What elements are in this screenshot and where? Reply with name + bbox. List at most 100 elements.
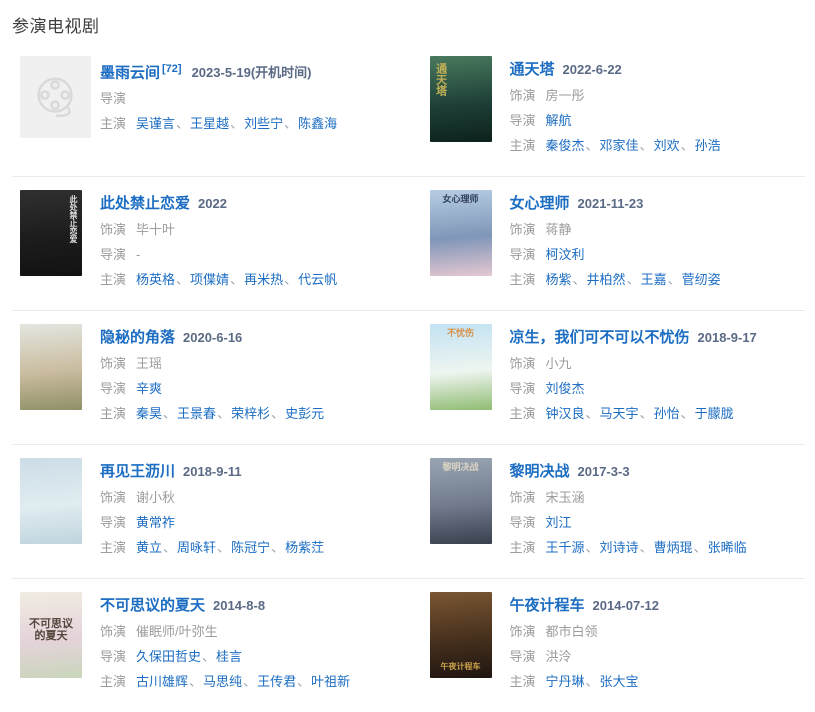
person-link[interactable]: 邓家佳 — [599, 138, 639, 153]
person-link[interactable]: 孙怡 — [653, 406, 680, 421]
person-link[interactable]: 杨英格 — [136, 272, 176, 287]
person-link[interactable]: 辛爽 — [136, 381, 163, 396]
thumbnail-area: 此处禁止恋爱 — [20, 190, 100, 288]
person-link[interactable]: 刘诗诗 — [599, 540, 639, 555]
person-link[interactable]: 王传君 — [257, 674, 297, 689]
drama-info: 不可思议的夏天 2014-8-8 饰演 催眠师/叶弥生 导演 久保田哲史、桂言 主演 古川雄辉… — [100, 592, 396, 690]
person-link[interactable]: 菅纫姿 — [681, 272, 721, 287]
person-link[interactable]: 宁丹琳 — [545, 674, 585, 689]
title-line: 墨雨云间 [72] 2023-5-19(开机时间) — [100, 60, 396, 82]
person-link[interactable]: 秦昊 — [136, 406, 163, 421]
poster-thumbnail[interactable]: 不可思议的夏天 — [20, 592, 82, 678]
person-link[interactable]: 再米热 — [244, 272, 284, 287]
credit-line: 饰演 小九 — [510, 355, 806, 372]
credit-line: 饰演 王瑶 — [100, 355, 396, 372]
person-link[interactable]: 刘俊杰 — [545, 381, 585, 396]
field-label: 导演 — [509, 515, 536, 530]
person-link[interactable]: 王千源 — [545, 540, 585, 555]
person-link[interactable]: 王星越 — [190, 116, 230, 132]
person-link[interactable]: 叶祖新 — [311, 674, 351, 689]
poster-thumbnail[interactable]: 午夜计程车 — [429, 592, 492, 678]
poster-thumbnail[interactable] — [20, 458, 82, 544]
name-separator: 、 — [217, 406, 231, 421]
citation-link[interactable]: [72] — [162, 63, 182, 75]
drama-title-link[interactable]: 再见王沥川 — [100, 463, 176, 480]
drama-title-link[interactable]: 凉生，我们可不可以不忧伤 — [509, 329, 690, 346]
field-label: 主演 — [509, 406, 536, 421]
drama-info: 墨雨云间 [72] 2023-5-19(开机时间) 导演 主演 吴谨言、王星越、刘些宁、陈… — [100, 56, 396, 154]
drama-title-link[interactable]: 隐秘的角落 — [100, 329, 176, 346]
name-separator: 、 — [585, 540, 599, 555]
person-link[interactable]: 杨紫 — [545, 272, 572, 287]
person-link[interactable]: 陈鑫海 — [298, 116, 338, 132]
drama-title-link[interactable]: 此处禁止恋爱 — [100, 195, 191, 212]
credit-line: 主演 杨紫、井柏然、王嘉、菅纫姿 — [510, 271, 806, 288]
person-link[interactable]: 黄立 — [136, 540, 163, 555]
poster-thumbnail[interactable]: 黎明决战 — [429, 458, 492, 544]
person-link[interactable]: 钟汉良 — [545, 406, 585, 421]
poster-title-text: 通天塔 — [434, 63, 447, 96]
person-link[interactable]: 王景春 — [177, 406, 217, 421]
person-link[interactable]: 桂言 — [216, 649, 243, 664]
person-link[interactable]: 张晞临 — [707, 540, 747, 555]
drama-title-link[interactable]: 通天塔 — [509, 61, 555, 78]
role-text: - — [136, 247, 141, 262]
credit-values: 房一彤 — [546, 88, 585, 103]
person-link[interactable]: 刘些宁 — [244, 116, 284, 132]
person-link[interactable]: 史彭元 — [285, 406, 325, 421]
person-link[interactable]: 黄常祚 — [136, 515, 176, 530]
poster-title-text: 不忧伤 — [446, 328, 474, 338]
drama-title-link[interactable]: 午夜计程车 — [509, 597, 585, 614]
credit-values: 洪泠 — [546, 649, 572, 664]
role-text: 谢小秋 — [136, 490, 176, 505]
drama-entry: 午夜计程车 午夜计程车 2014-07-12 饰演 都市白领 导演 洪泠 主演 宁丹琳、张大宝 — [422, 592, 806, 690]
person-link[interactable]: 刘江 — [545, 515, 572, 530]
person-link[interactable]: 周咏轩 — [177, 540, 217, 555]
poster-thumbnail[interactable] — [20, 324, 82, 410]
drama-entry: 通天塔 通天塔 2022-6-22 饰演 房一彤 导演 解航 主演 秦俊杰、邓家佳、刘欢、孙浩 — [422, 56, 806, 154]
person-link[interactable]: 项偞婧 — [190, 272, 230, 287]
person-link[interactable]: 荣梓杉 — [231, 406, 271, 421]
person-link[interactable]: 柯汶利 — [545, 247, 585, 262]
credit-line: 导演 刘俊杰 — [510, 380, 806, 397]
poster-thumbnail[interactable]: 通天塔 — [429, 56, 492, 142]
person-link[interactable]: 曹炳琨 — [653, 540, 693, 555]
drama-title-link[interactable]: 墨雨云间 — [100, 64, 161, 82]
role-text: 小九 — [545, 356, 572, 371]
person-link[interactable]: 马思纯 — [203, 674, 243, 689]
title-line: 午夜计程车 2014-07-12 — [510, 596, 806, 615]
credit-values: 杨紫、井柏然、王嘉、菅纫姿 — [546, 272, 721, 287]
person-link[interactable]: 张大宝 — [599, 674, 639, 689]
name-separator: 、 — [585, 406, 599, 421]
placeholder-thumbnail[interactable] — [20, 56, 91, 138]
drama-title-link[interactable]: 不可思议的夏天 — [100, 597, 206, 614]
thumbnail-area: 通天塔 — [429, 56, 510, 154]
role-text: 催眠师/叶弥生 — [136, 624, 218, 639]
drama-entry: 再见王沥川 2018-9-11 饰演 谢小秋 导演 黄常祚 主演 黄立、周咏轩、陈冠宁、杨紫茳 — [12, 458, 396, 556]
field-label: 导演 — [509, 381, 536, 396]
poster-thumbnail[interactable]: 不忧伤 — [429, 324, 492, 410]
person-link[interactable]: 井柏然 — [586, 272, 626, 287]
person-link[interactable]: 陈冠宁 — [231, 540, 271, 555]
drama-title-link[interactable]: 黎明决战 — [509, 463, 570, 480]
field-label: 饰演 — [509, 222, 536, 237]
person-link[interactable]: 马天宇 — [599, 406, 639, 421]
credit-line: 导演 柯汶利 — [510, 246, 806, 263]
person-link[interactable]: 刘欢 — [653, 138, 680, 153]
drama-title-link[interactable]: 女心理师 — [509, 195, 570, 212]
person-link[interactable]: 代云帆 — [298, 272, 338, 287]
person-link[interactable]: 久保田哲史 — [136, 649, 202, 664]
person-link[interactable]: 孙浩 — [694, 138, 721, 153]
person-link[interactable]: 解航 — [545, 113, 572, 128]
person-link[interactable]: 于朦胧 — [694, 406, 734, 421]
person-link[interactable]: 杨紫茳 — [285, 540, 325, 555]
poster-thumbnail[interactable]: 此处禁止恋爱 — [20, 190, 82, 276]
poster-thumbnail[interactable]: 女心理师 — [429, 190, 492, 276]
person-link[interactable]: 王嘉 — [640, 272, 667, 287]
credit-values: 蒋静 — [546, 222, 572, 237]
person-link[interactable]: 吴谨言 — [136, 116, 176, 132]
name-separator: 、 — [163, 406, 177, 421]
person-link[interactable]: 古川雄辉 — [136, 674, 189, 689]
credit-values: 辛爽 — [136, 381, 162, 396]
person-link[interactable]: 秦俊杰 — [545, 138, 585, 153]
